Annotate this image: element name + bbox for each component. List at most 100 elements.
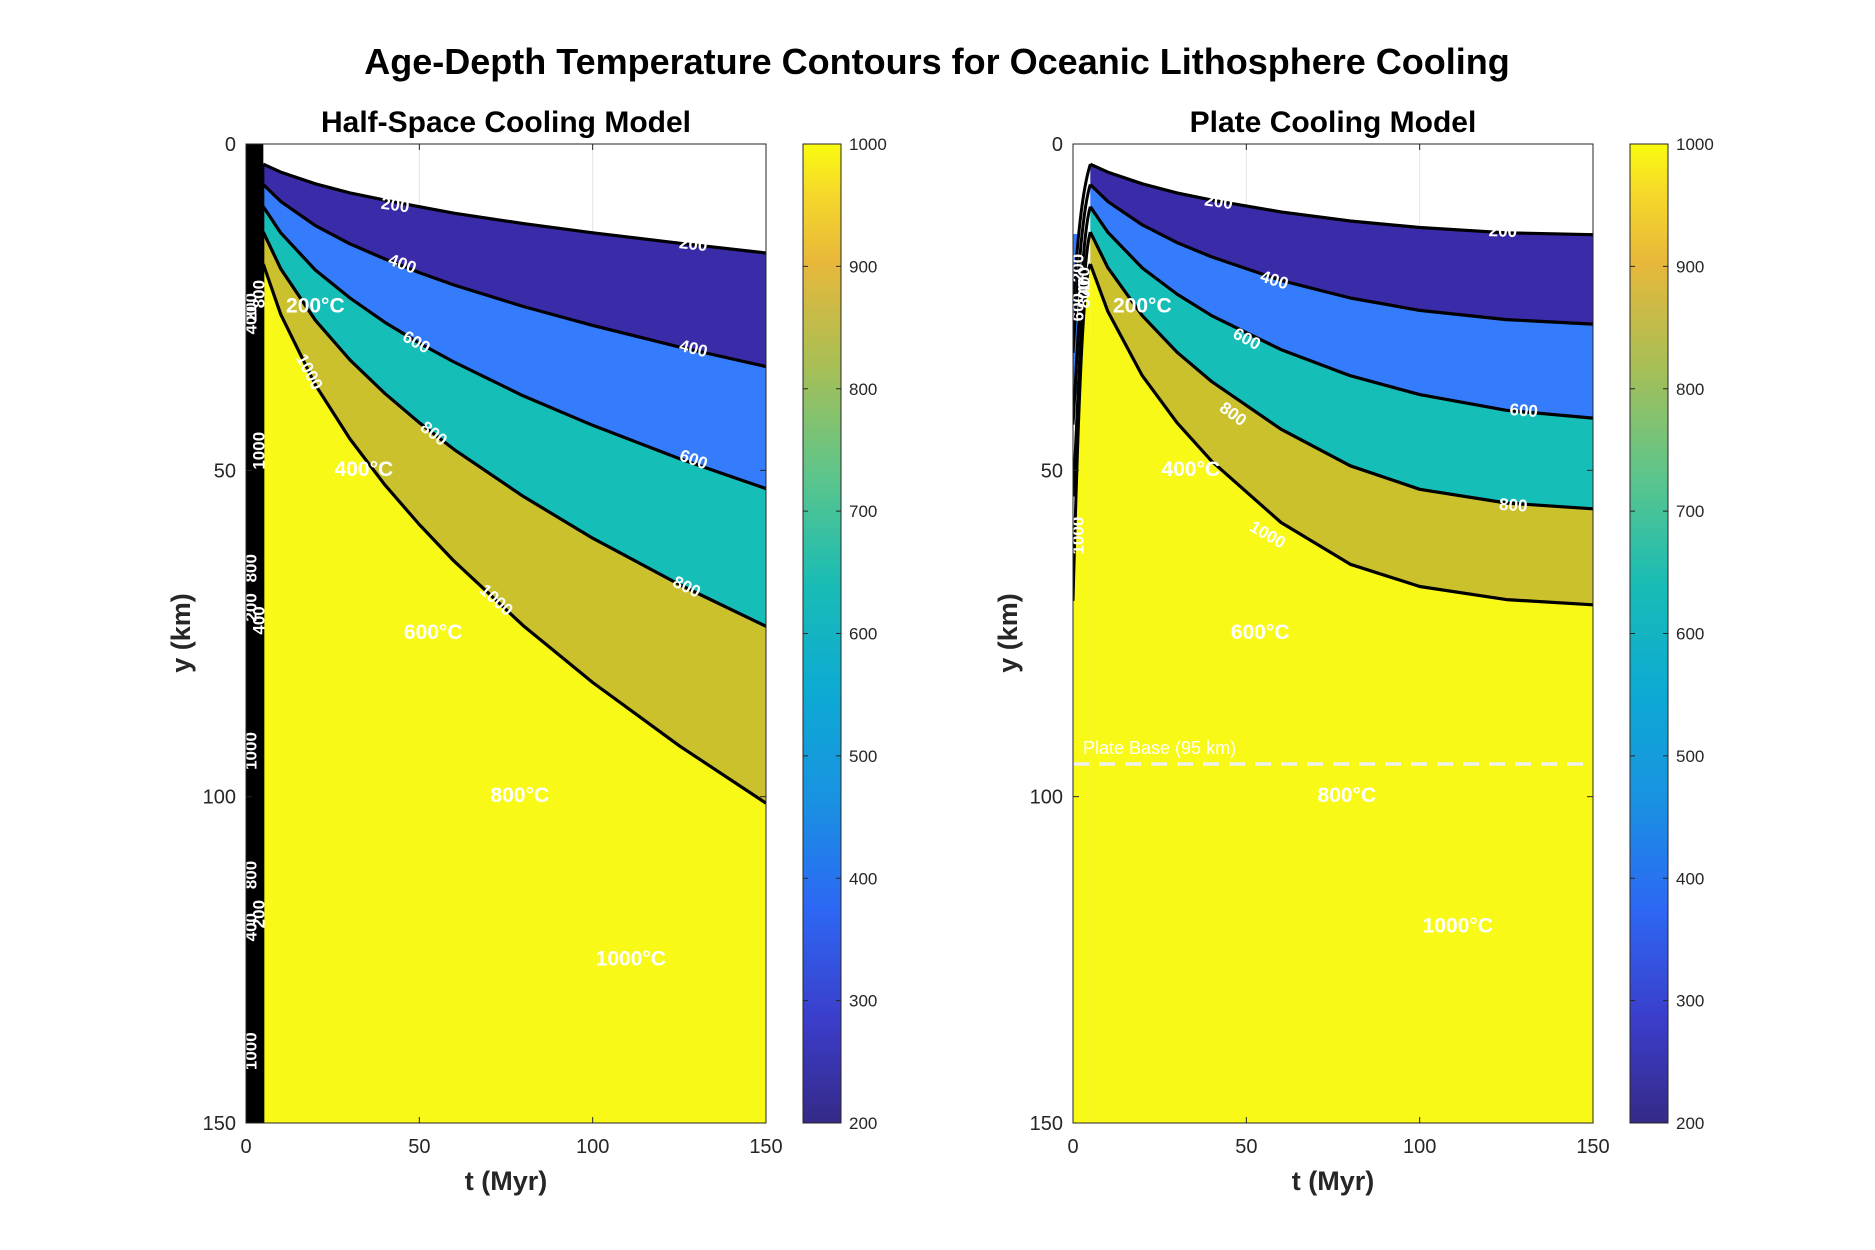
isotherm-label: 200 bbox=[1203, 190, 1234, 213]
temperature-annotation: 200°C bbox=[286, 295, 345, 318]
colorbar-gradient bbox=[802, 143, 842, 1124]
colorbar-tick-label: 500 bbox=[849, 747, 877, 766]
half-space-panel: 2002004004006006008008001000100080020040… bbox=[166, 106, 887, 1196]
edge-isotherm-label: 1000 bbox=[249, 432, 268, 470]
x-tick-label: 50 bbox=[408, 1136, 430, 1158]
x-axis-label: t (Myr) bbox=[465, 1166, 548, 1196]
isotherm-400 bbox=[1089, 183, 1593, 326]
colorbar-tick-label: 400 bbox=[1676, 869, 1704, 888]
temperature-band-600 bbox=[1090, 206, 1593, 509]
colorbar-tick-label: 400 bbox=[849, 869, 877, 888]
isotherm-1000 bbox=[261, 263, 766, 805]
x-tick-label: 150 bbox=[749, 1136, 782, 1158]
temperature-annotation: 1000°C bbox=[1423, 915, 1493, 938]
y-tick-label: 150 bbox=[1030, 1113, 1063, 1135]
panel-title: Half-Space Cooling Model bbox=[321, 106, 691, 139]
colorbar-tick-label: 900 bbox=[849, 257, 877, 276]
edge-isotherm-label: 400 bbox=[1074, 267, 1093, 295]
y-axis-ticks: 0 50 100 150 bbox=[1030, 134, 1593, 1135]
isotherm-label: 800 bbox=[1499, 495, 1529, 516]
colorbar-tick-label: 600 bbox=[849, 625, 877, 644]
edge-isotherm-label: 800 bbox=[241, 861, 260, 889]
edge-isotherm-label: 1000 bbox=[1068, 517, 1087, 555]
axes-box bbox=[1072, 143, 1594, 1124]
temperature-bands bbox=[1073, 164, 1593, 1123]
figure-title: Age-Depth Temperature Contours for Ocean… bbox=[364, 41, 1509, 82]
edge-isotherm-label: 800 bbox=[249, 280, 268, 308]
y-tick-label: 0 bbox=[1052, 134, 1063, 156]
x-axis-label: t (Myr) bbox=[1292, 1166, 1375, 1196]
y-tick-label: 100 bbox=[1030, 787, 1063, 809]
isotherm-label: 600 bbox=[1509, 400, 1539, 421]
colorbar-tick-label: 1000 bbox=[1676, 135, 1714, 154]
edge-isotherm-label: 1000 bbox=[241, 732, 260, 770]
temperature-band-600 bbox=[263, 206, 766, 627]
y-axis-label: y (km) bbox=[993, 593, 1023, 673]
isotherm-600 bbox=[1088, 205, 1593, 420]
edge-isotherm-800 bbox=[1073, 231, 1092, 497]
edge-isotherm-label: 400 bbox=[249, 606, 268, 634]
isotherm-lines bbox=[261, 162, 766, 1123]
temperature-annotation: 600°C bbox=[404, 621, 463, 644]
colorbar: 200 300 400 500 600 700 800 900 1000 bbox=[1629, 135, 1714, 1133]
colorbar-tick-label: 700 bbox=[849, 502, 877, 521]
x-tick-label: 100 bbox=[1403, 1136, 1436, 1158]
colorbar-tick-label: 800 bbox=[1676, 380, 1704, 399]
axes-box bbox=[245, 143, 767, 1124]
temperature-annotation: 1000°C bbox=[596, 947, 666, 970]
temperature-annotation: 400°C bbox=[1162, 458, 1221, 481]
temperature-band-200 bbox=[1090, 164, 1593, 325]
isotherm-200 bbox=[1089, 162, 1593, 237]
colorbar-tick-label: 200 bbox=[1676, 1114, 1704, 1133]
colorbar-tick-label: 700 bbox=[1676, 502, 1704, 521]
temperature-annotation: 200°C bbox=[1113, 295, 1172, 318]
temperature-annotation: 600°C bbox=[1231, 621, 1290, 644]
band-fill-edge bbox=[1090, 264, 1092, 1123]
colorbar-tick-label: 600 bbox=[1676, 625, 1704, 644]
edge-isotherm-label: 200 bbox=[249, 900, 268, 928]
dense-contour-strip bbox=[246, 144, 264, 1123]
y-tick-label: 0 bbox=[225, 134, 236, 156]
isotherm-400 bbox=[262, 183, 766, 369]
colorbar-gradient bbox=[1629, 143, 1669, 1124]
temperature-band-200 bbox=[263, 164, 766, 367]
edge-isotherm-1000 bbox=[1073, 263, 1092, 601]
edge-isotherm-label: 800 bbox=[1074, 280, 1093, 308]
temperature-annotation: 800°C bbox=[1318, 784, 1377, 807]
isotherm-label: 200 bbox=[678, 233, 708, 255]
y-tick-label: 50 bbox=[214, 460, 236, 482]
x-axis-ticks: 0 50 100 150 bbox=[1067, 144, 1610, 1158]
temperature-bands bbox=[246, 144, 766, 1123]
panel-title: Plate Cooling Model bbox=[1190, 106, 1477, 139]
colorbar-tick-label: 200 bbox=[849, 1114, 877, 1133]
isotherm-800 bbox=[1088, 231, 1593, 511]
plate-panel: Plate Base (95 km) 200 200 400 600 600 800 800… bbox=[993, 106, 1714, 1196]
colorbar-tick-label: 300 bbox=[849, 992, 877, 1011]
isotherm-label: 200 bbox=[380, 194, 411, 217]
colorbar: 200 300 400 500 600 700 800 900 1000 bbox=[802, 135, 887, 1133]
y-axis-ticks: 0 50 100 150 bbox=[203, 134, 766, 1135]
x-axis-ticks: 0 50 100 150 bbox=[240, 144, 783, 1158]
temperature-annotation: 400°C bbox=[335, 458, 394, 481]
plate-base: Plate Base (95 km) bbox=[1073, 738, 1593, 766]
edge-isotherm-label: 400 bbox=[241, 306, 260, 334]
isotherm-1000 bbox=[1088, 263, 1593, 607]
temperature-annotation: 800°C bbox=[491, 784, 550, 807]
temperature-band-400 bbox=[263, 184, 766, 489]
x-tick-label: 100 bbox=[576, 1136, 609, 1158]
edge-isotherm-200 bbox=[1073, 163, 1092, 308]
y-tick-label: 150 bbox=[203, 1113, 236, 1135]
isotherm-200 bbox=[262, 162, 766, 255]
colorbar-tick-label: 300 bbox=[1676, 992, 1704, 1011]
isotherm-lines bbox=[1073, 162, 1593, 607]
isotherm-800 bbox=[261, 231, 766, 628]
temperature-band-1000 bbox=[1090, 264, 1593, 1123]
y-axis-label: y (km) bbox=[166, 593, 196, 673]
isotherm-label: 200 bbox=[1488, 221, 1517, 241]
y-tick-label: 100 bbox=[203, 787, 236, 809]
temperature-band-800 bbox=[1090, 232, 1593, 605]
edge-isotherm-label: 400 bbox=[241, 913, 260, 941]
temperature-band-800 bbox=[263, 232, 766, 804]
isotherm-labels: 2002004006006008008001000200400600800100… bbox=[1068, 190, 1538, 937]
